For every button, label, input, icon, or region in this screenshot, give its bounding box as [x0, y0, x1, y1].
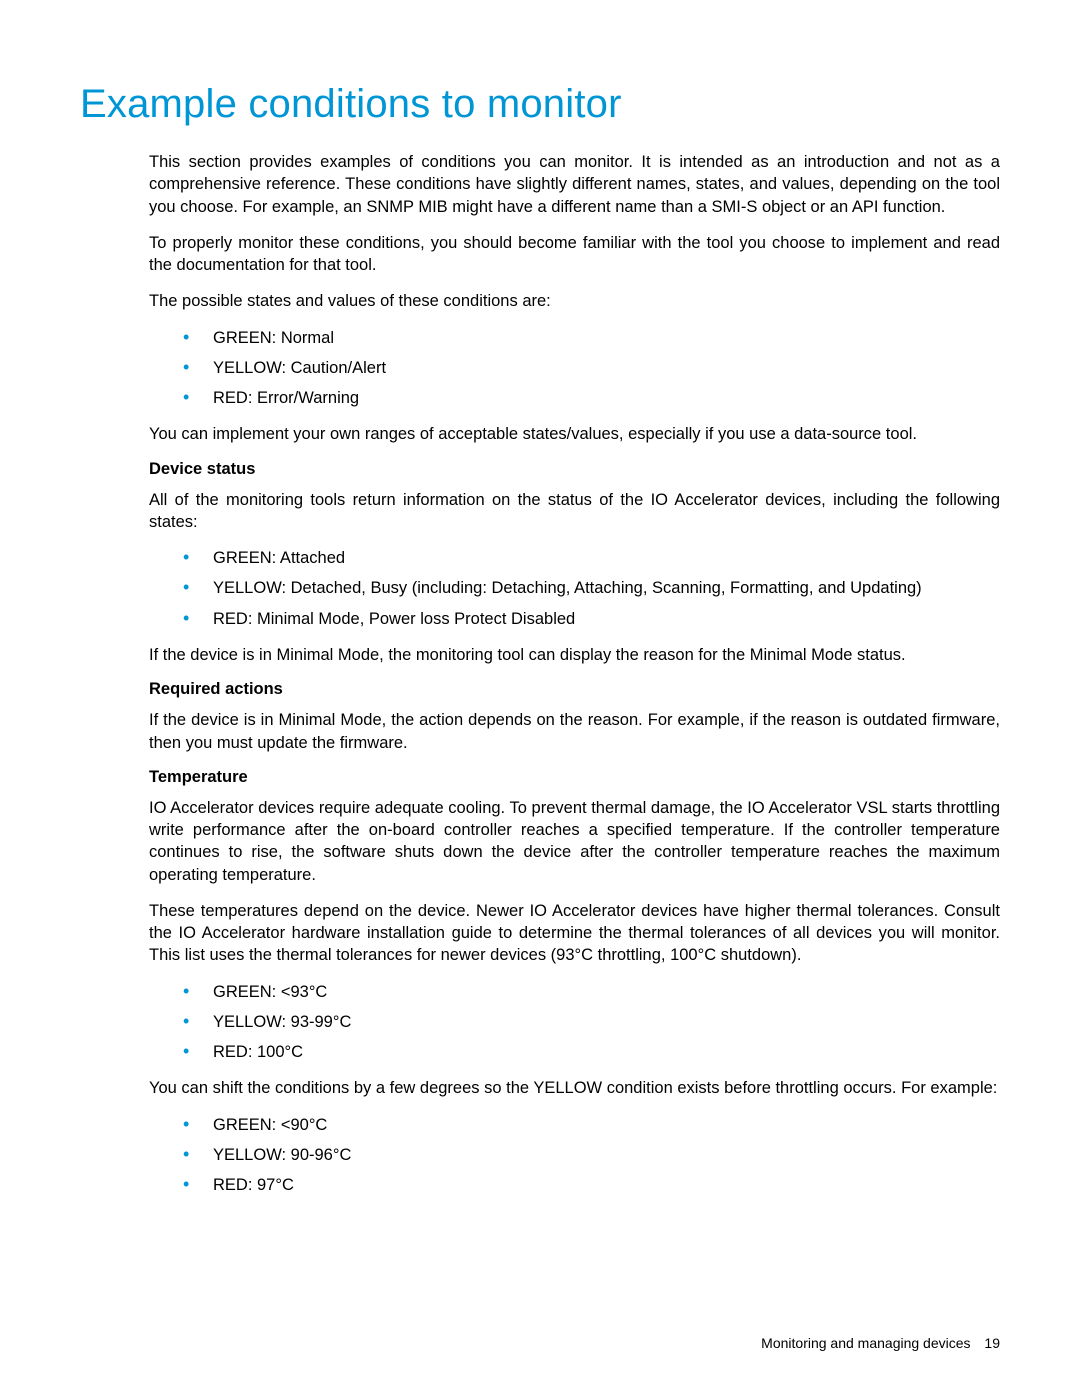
- after-states-paragraph: You can implement your own ranges of acc…: [149, 423, 1000, 445]
- device-status-outro: If the device is in Minimal Mode, the mo…: [149, 644, 1000, 666]
- list-item: GREEN: Normal: [183, 327, 1000, 349]
- list-item: YELLOW: Caution/Alert: [183, 357, 1000, 379]
- list-item: RED: Minimal Mode, Power loss Protect Di…: [183, 608, 1000, 630]
- intro-paragraph-1: This section provides examples of condit…: [149, 151, 1000, 218]
- temperature-shift-text: You can shift the conditions by a few de…: [149, 1077, 1000, 1099]
- page-title: Example conditions to monitor: [80, 82, 1000, 127]
- intro-paragraph-3: The possible states and values of these …: [149, 290, 1000, 312]
- content-body: This section provides examples of condit…: [80, 151, 1000, 1197]
- states-list: GREEN: Normal YELLOW: Caution/Alert RED:…: [149, 327, 1000, 410]
- list-item: GREEN: <93°C: [183, 981, 1000, 1003]
- page-footer: Monitoring and managing devices 19: [761, 1335, 1000, 1351]
- device-status-intro: All of the monitoring tools return infor…: [149, 489, 1000, 534]
- list-item: YELLOW: 90-96°C: [183, 1144, 1000, 1166]
- list-item: YELLOW: 93-99°C: [183, 1011, 1000, 1033]
- intro-paragraph-2: To properly monitor these conditions, yo…: [149, 232, 1000, 277]
- device-status-list: GREEN: Attached YELLOW: Detached, Busy (…: [149, 547, 1000, 630]
- footer-text: Monitoring and managing devices: [761, 1335, 970, 1351]
- required-actions-heading: Required actions: [149, 680, 1000, 699]
- list-item: GREEN: <90°C: [183, 1114, 1000, 1136]
- list-item: RED: 100°C: [183, 1041, 1000, 1063]
- list-item: GREEN: Attached: [183, 547, 1000, 569]
- required-actions-text: If the device is in Minimal Mode, the ac…: [149, 709, 1000, 754]
- list-item: YELLOW: Detached, Busy (including: Detac…: [183, 577, 1000, 599]
- temperature-list-1: GREEN: <93°C YELLOW: 93-99°C RED: 100°C: [149, 981, 1000, 1064]
- list-item: RED: 97°C: [183, 1174, 1000, 1196]
- list-item: RED: Error/Warning: [183, 387, 1000, 409]
- temperature-list-2: GREEN: <90°C YELLOW: 90-96°C RED: 97°C: [149, 1114, 1000, 1197]
- temperature-paragraph-1: IO Accelerator devices require adequate …: [149, 797, 1000, 886]
- temperature-heading: Temperature: [149, 768, 1000, 787]
- temperature-paragraph-2: These temperatures depend on the device.…: [149, 900, 1000, 967]
- footer-page-number: 19: [984, 1335, 1000, 1351]
- device-status-heading: Device status: [149, 460, 1000, 479]
